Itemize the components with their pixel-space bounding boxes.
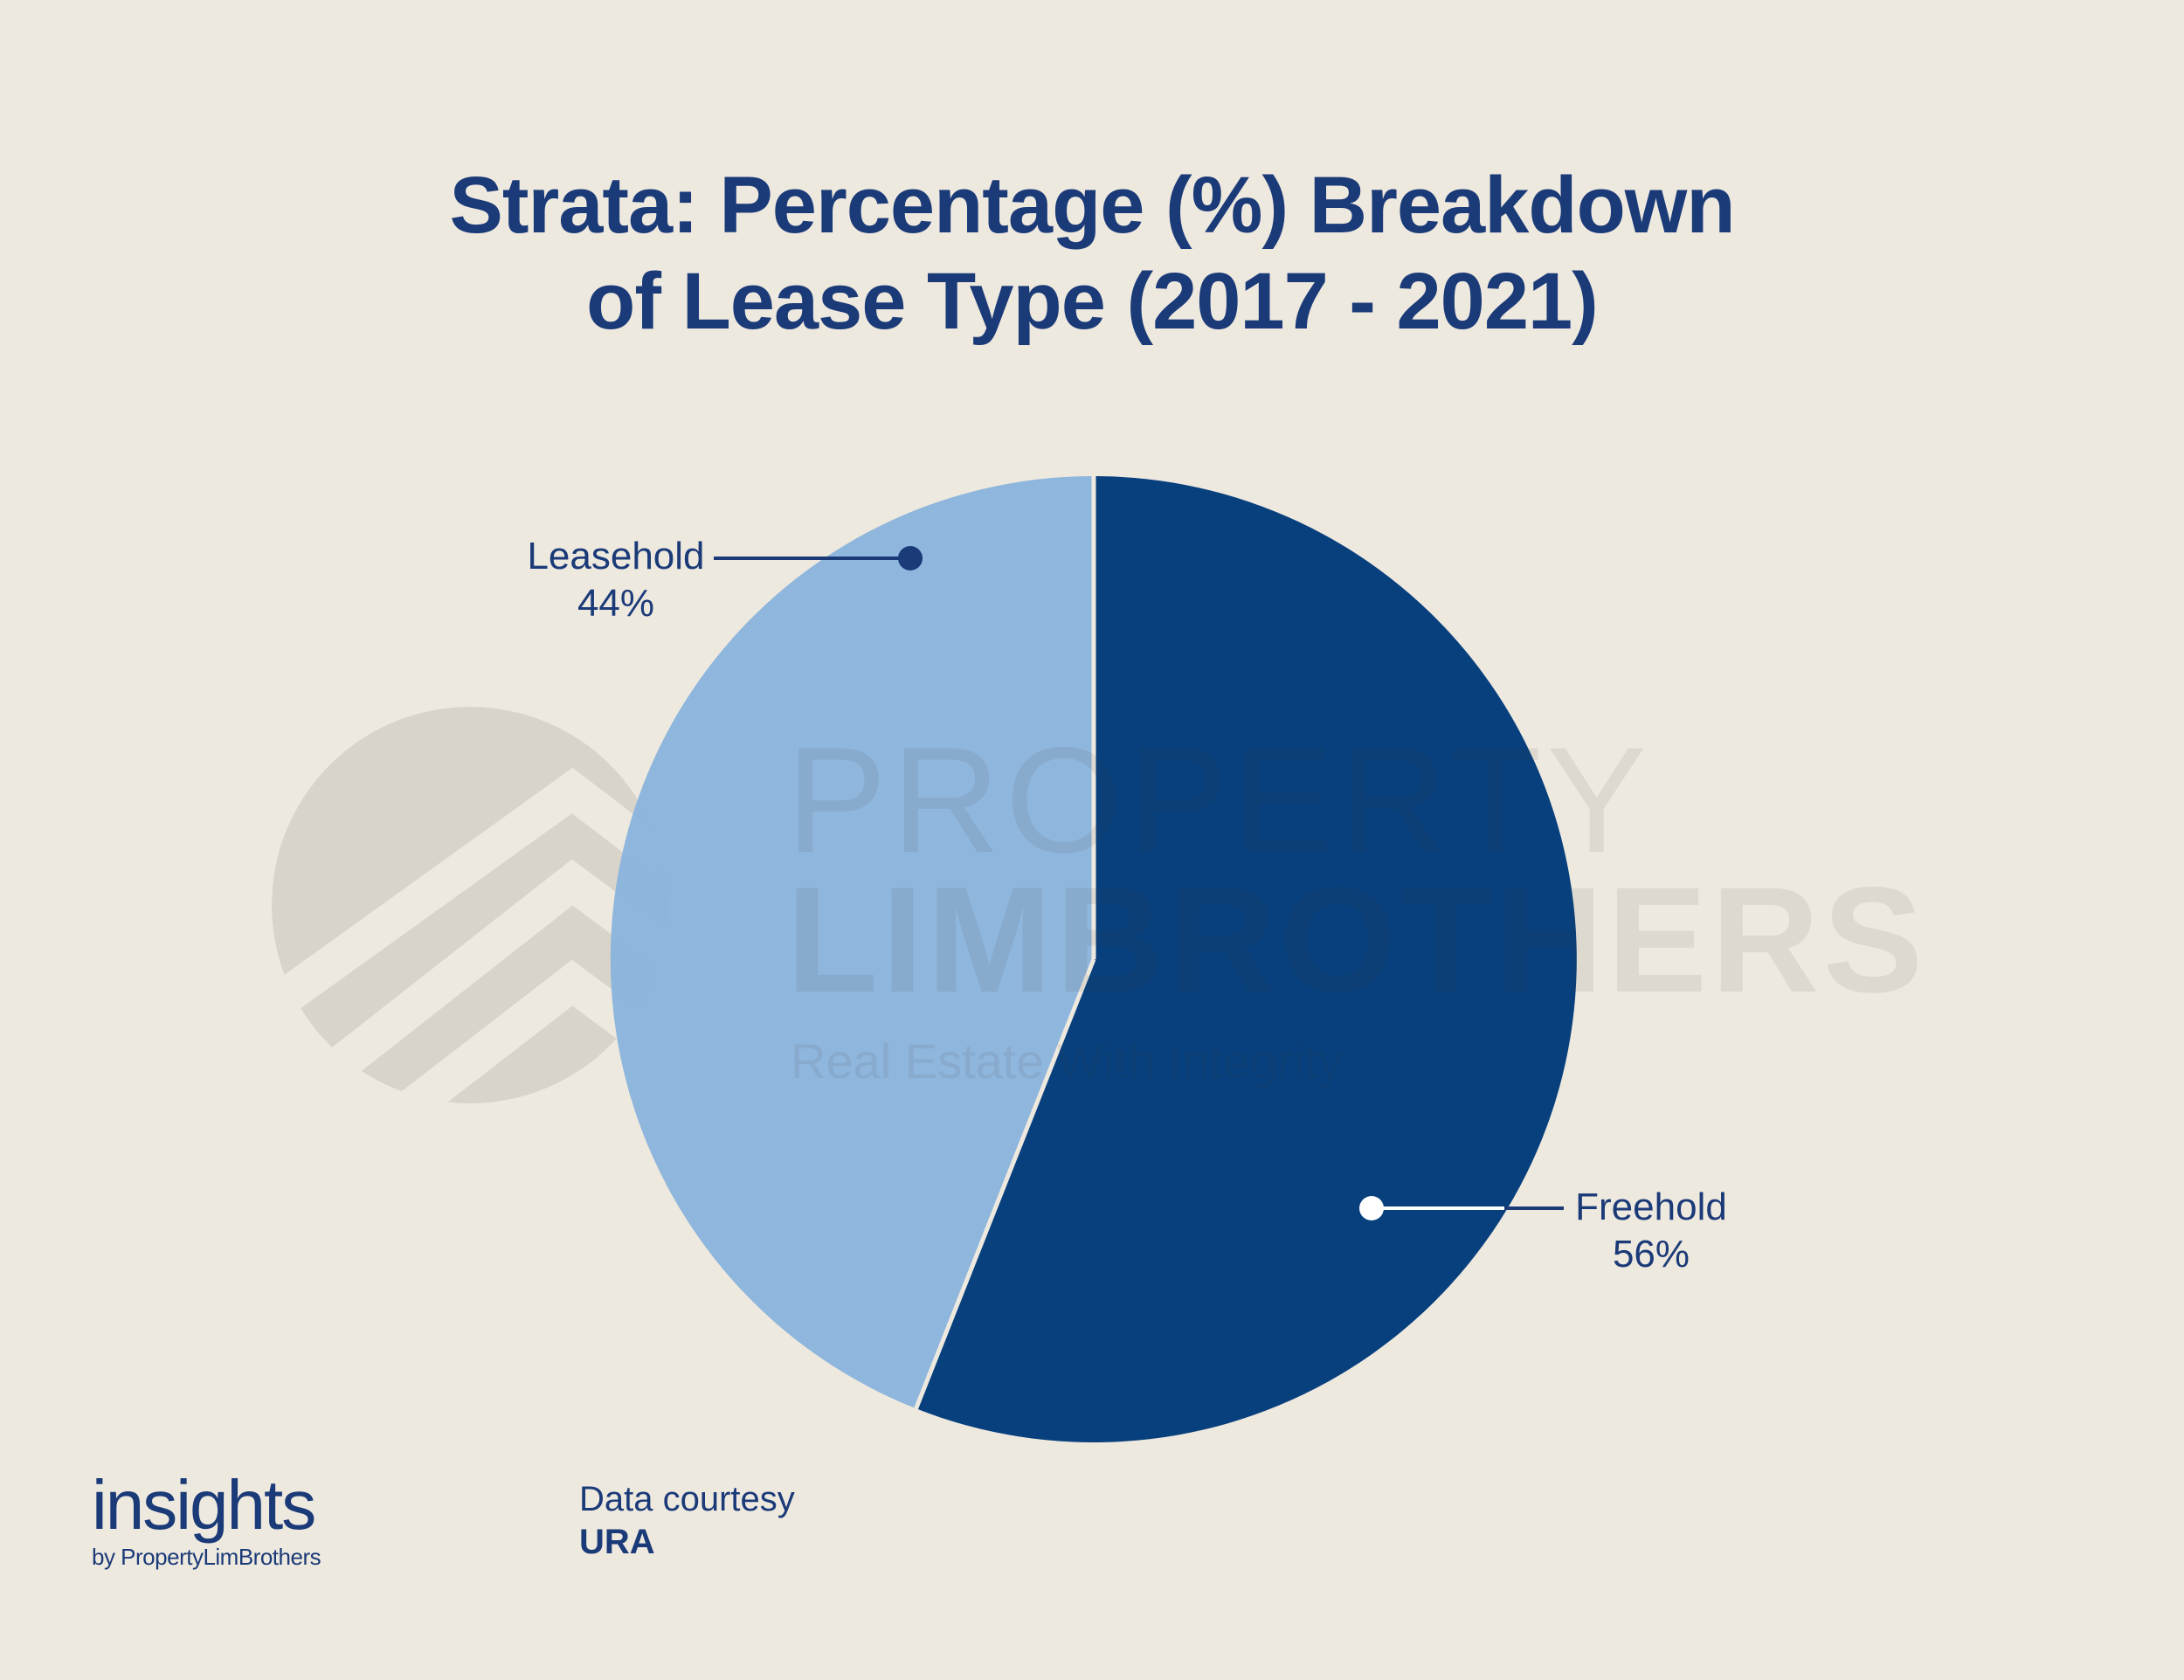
freehold-label-name: Freehold xyxy=(1575,1186,1727,1228)
brand-subtitle: by PropertyLimBrothers xyxy=(92,1544,321,1570)
leasehold-label-value: 44% xyxy=(577,582,655,625)
brand-name: insights xyxy=(92,1466,316,1544)
slice-separator xyxy=(914,958,1096,1410)
chart-title: Strata: Percentage (%) Breakdown of Leas… xyxy=(0,157,2184,349)
chart-title-line1: Strata: Percentage (%) Breakdown xyxy=(449,161,1735,250)
leasehold-label-name: Leasehold xyxy=(527,535,705,577)
pie-slice-freehold[interactable] xyxy=(916,476,1577,1442)
source-label: Data courtesy xyxy=(579,1480,795,1518)
freehold-marker-dot xyxy=(1359,1196,1384,1220)
freehold-label-value: 56% xyxy=(1612,1233,1690,1276)
leasehold-marker-dot xyxy=(898,546,923,570)
freehold-label: Freehold 56% xyxy=(1555,1184,1747,1278)
source-name: URA xyxy=(579,1523,655,1561)
pie-slice-leasehold[interactable] xyxy=(610,475,1094,1409)
chart-title-line2: of Lease Type (2017 - 2021) xyxy=(586,257,1599,346)
leasehold-label: Leasehold 44% xyxy=(515,533,716,627)
data-source: Data courtesy URA xyxy=(579,1478,795,1564)
brand-logo: insights by PropertyLimBrothers xyxy=(92,1469,321,1571)
